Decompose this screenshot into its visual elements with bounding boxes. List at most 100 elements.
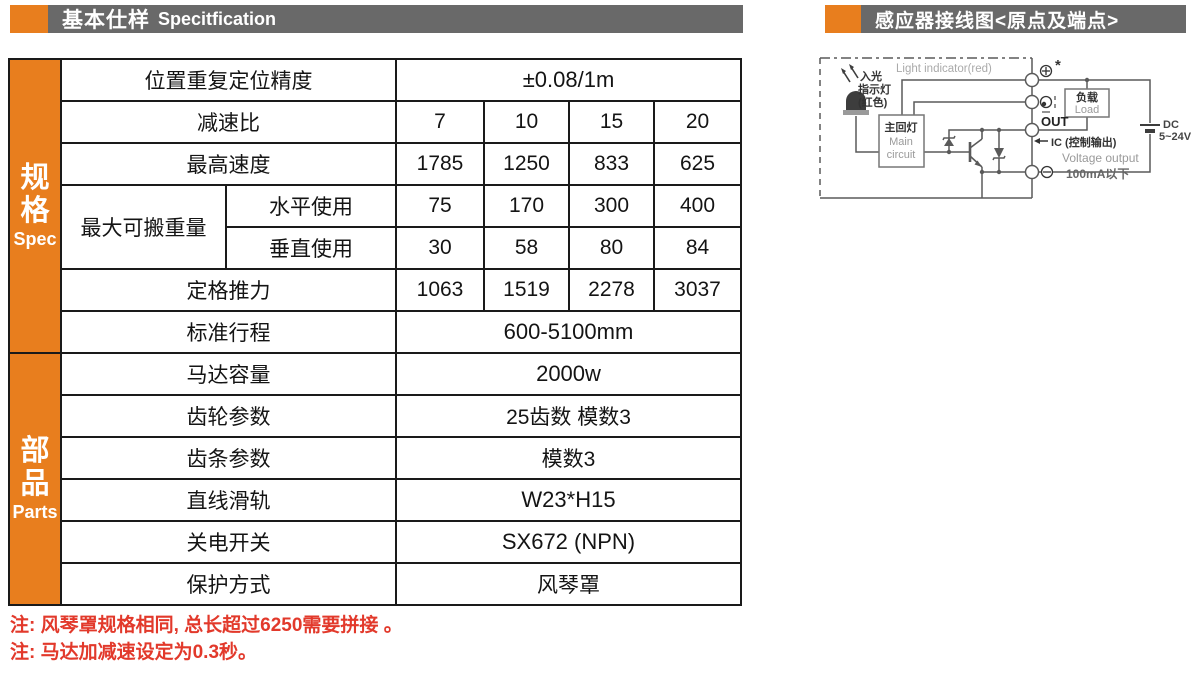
note-bellows: 注: 风琴罩规格相同, 总长超过6250需要拼接 。 — [10, 615, 403, 636]
led-icon — [841, 64, 869, 115]
cell-value: 75 — [395, 184, 485, 228]
right-banner-title: 感应器接线图<原点及端点> — [875, 10, 1120, 32]
orange-marker — [825, 5, 861, 33]
table-row: 部品 Parts 马达容量 2000w — [8, 352, 742, 606]
light-indicator-label-en: Light indicator(red) — [896, 63, 992, 75]
table-row: 减速比 7 10 15 20 — [9, 100, 742, 144]
right-banner-bar: 感应器接线图<原点及端点> — [861, 5, 1186, 33]
row-label-payload: 最大可搬重量 — [60, 184, 227, 270]
left-banner-title-zh: 基本仕样 — [62, 9, 150, 32]
row-sublabel: 垂直使用 — [225, 226, 397, 270]
dot-terminal-icon — [1039, 95, 1056, 113]
cell-value: 400 — [653, 184, 742, 228]
row-value: 25齿数 模数3 — [395, 394, 742, 438]
load-label-en: Load — [1075, 104, 1099, 116]
cell-value: 3037 — [653, 268, 742, 312]
wire-plus — [901, 79, 1025, 115]
row-value: W23*H15 — [395, 478, 742, 522]
left-banner-title-en: Specitfication — [158, 8, 277, 29]
wire-supply-plus — [1039, 79, 1151, 123]
section-title-zh: 部品 — [20, 435, 50, 500]
asterisk-mark: * — [1055, 57, 1061, 74]
row-value: 600-5100mm — [395, 310, 742, 354]
row-value: 模数3 — [395, 436, 742, 480]
right-section-banner: 感应器接线图<原点及端点> — [825, 5, 1186, 33]
zener-diode-icon — [992, 130, 1006, 172]
light-indicator-label-zh: 入光 — [860, 69, 882, 83]
terminal-circle — [1024, 122, 1040, 138]
row-label: 标准行程 — [60, 310, 397, 354]
minus-terminal-icon — [1040, 165, 1054, 179]
cell-value: 20 — [653, 100, 742, 144]
cell-value: 625 — [653, 142, 742, 186]
cell-value: 1250 — [483, 142, 570, 186]
cell-value: 833 — [568, 142, 655, 186]
left-section-banner: 基本仕样 Specitfication — [0, 5, 743, 33]
out-label: OUT — [1041, 114, 1069, 129]
zener-diode-icon — [942, 135, 956, 146]
terminal-circle — [1024, 94, 1040, 110]
row-label: 位置重复定位精度 — [60, 58, 397, 102]
cell-value: 80 — [568, 226, 655, 270]
table-row: 直线滑轨 W23*H15 — [9, 478, 742, 522]
cell-value: 1785 — [395, 142, 485, 186]
main-circuit-label-zh: 主回灯 — [885, 120, 918, 134]
row-label: 马达容量 — [60, 352, 397, 396]
main-circuit-box: 主回灯 Main circuit — [878, 114, 925, 168]
cell-value: 7 — [395, 100, 485, 144]
cell-value: 2278 — [568, 268, 655, 312]
junction-dots — [946, 77, 1090, 175]
note-acceleration: 注: 马达加减速设定为0.3秒。 — [10, 642, 258, 663]
table-row: 最高速度 1785 1250 833 625 — [9, 142, 742, 186]
wiring-diagram: 主回灯 Main circuit — [819, 57, 1192, 199]
cell-value: 300 — [568, 184, 655, 228]
row-label: 齿轮参数 — [60, 394, 397, 438]
section-header-parts: 部品 Parts — [8, 352, 62, 606]
table-row: 齿轮参数 25齿数 模数3 — [9, 394, 742, 438]
cell-value: 84 — [653, 226, 742, 270]
table-row: 关电开关 SX672 (NPN) — [9, 520, 742, 564]
left-banner-bar: 基本仕样 Specitfication — [48, 5, 743, 33]
dc-label: DC — [1163, 119, 1179, 131]
row-value: 风琴罩 — [395, 562, 742, 606]
wire-led — [855, 116, 879, 153]
section-header-spec: 规格 Spec — [8, 58, 62, 354]
row-label: 齿条参数 — [60, 436, 397, 480]
plus-terminal-icon — [1039, 64, 1053, 78]
terminal-circles — [1024, 72, 1040, 180]
spec-table: 规格 Spec 位置重复定位精度 ±0.08/1m 减速比 7 10 15 20… — [8, 58, 742, 606]
cell-value: 1063 — [395, 268, 485, 312]
row-label: 直线滑轨 — [60, 478, 397, 522]
row-label: 减速比 — [60, 100, 397, 144]
row-label: 关电开关 — [60, 520, 397, 564]
ic-output-label: IC (控制输出) — [1051, 135, 1117, 149]
row-value: 2000w — [395, 352, 742, 396]
table-row: 规格 Spec 位置重复定位精度 ±0.08/1m — [8, 58, 742, 354]
row-value: ±0.08/1m — [395, 58, 742, 102]
row-label: 定格推力 — [60, 268, 397, 312]
cell-value: 10 — [483, 100, 570, 144]
wire-supply-minus — [1039, 134, 1151, 173]
row-label: 最高速度 — [60, 142, 397, 186]
row-value: SX672 (NPN) — [395, 520, 742, 564]
section-title-en: Spec — [13, 228, 57, 249]
dc-voltage-label: 5~24V — [1159, 131, 1192, 143]
terminal-circle — [1024, 164, 1040, 180]
table-row: 保护方式 风琴罩 — [9, 562, 742, 606]
table-row: 定格推力 1063 1519 2278 3037 — [9, 268, 742, 312]
table-row: 标准行程 600-5100mm — [9, 310, 742, 354]
load-label-zh: 负载 — [1076, 90, 1098, 104]
orange-marker — [10, 5, 48, 33]
table-row: 垂直使用 30 58 80 84 — [9, 226, 742, 270]
transistor-icon — [968, 130, 983, 168]
cell-value: 170 — [483, 184, 570, 228]
cell-value: 1519 — [483, 268, 570, 312]
row-sublabel: 水平使用 — [225, 184, 397, 228]
light-indicator-label-zh: 指示灯 — [858, 82, 891, 96]
main-circuit-label-en: circuit — [887, 149, 916, 161]
cell-value: 30 — [395, 226, 485, 270]
light-indicator-label-zh: (红色) — [858, 95, 888, 109]
cell-value: 58 — [483, 226, 570, 270]
row-label: 保护方式 — [60, 562, 397, 606]
